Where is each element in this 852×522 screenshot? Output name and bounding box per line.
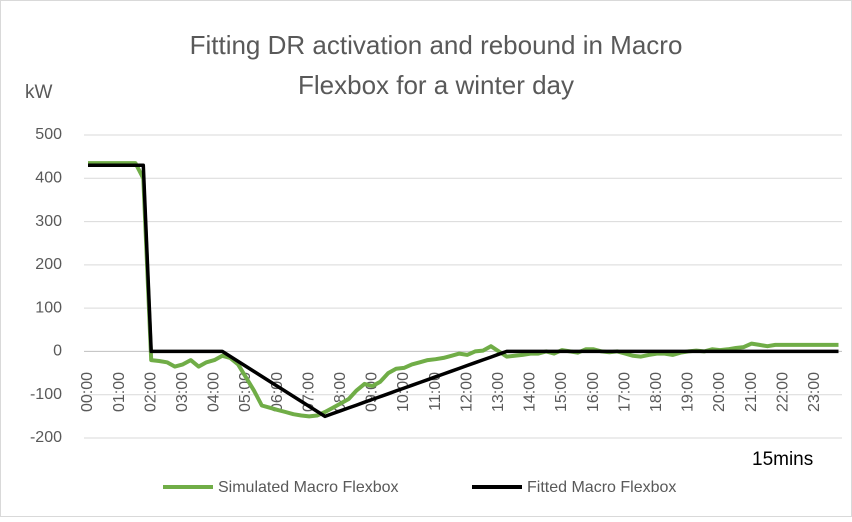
y-tick-label: 300 bbox=[35, 213, 62, 230]
x-tick-label: 21:00 bbox=[743, 372, 760, 412]
y-tick-label: -100 bbox=[30, 386, 62, 403]
x-tick-label: 01:00 bbox=[111, 372, 128, 412]
y-tick-label: 200 bbox=[35, 256, 62, 273]
x-tick-label: 10:00 bbox=[395, 372, 412, 412]
legend-label: Fitted Macro Flexbox bbox=[527, 479, 676, 496]
x-tick-label: 03:00 bbox=[174, 372, 191, 412]
x-tick-label: 02:00 bbox=[142, 372, 159, 412]
x-tick-label: 14:00 bbox=[522, 372, 539, 412]
chart-title: Fitting DR activation and rebound in Mac… bbox=[190, 30, 683, 60]
x-tick-label: 18:00 bbox=[648, 372, 665, 412]
x-tick-label: 15:00 bbox=[553, 372, 570, 412]
series-line bbox=[88, 161, 839, 419]
y-axis-label: kW bbox=[25, 82, 53, 103]
x-axis-label: 15mins bbox=[752, 449, 813, 470]
x-tick-label: 20:00 bbox=[711, 372, 728, 412]
legend-label: Simulated Macro Flexbox bbox=[218, 479, 399, 496]
chart-title: Flexbox for a winter day bbox=[298, 70, 574, 100]
x-tick-label: 16:00 bbox=[585, 372, 602, 412]
series-line bbox=[88, 163, 839, 419]
x-tick-label: 22:00 bbox=[774, 372, 791, 412]
x-tick-label: 13:00 bbox=[490, 372, 507, 412]
y-tick-label: 100 bbox=[35, 299, 62, 316]
x-tick-label: 23:00 bbox=[806, 372, 823, 412]
y-tick-label: 500 bbox=[35, 126, 62, 143]
y-tick-label: 0 bbox=[53, 343, 62, 360]
x-tick-label: 04:00 bbox=[206, 372, 223, 412]
x-tick-label: 09:00 bbox=[364, 372, 381, 412]
x-tick-label: 00:00 bbox=[79, 372, 96, 412]
x-tick-label: 11:00 bbox=[427, 372, 444, 411]
x-tick-label: 17:00 bbox=[616, 372, 633, 412]
x-tick-label: 12:00 bbox=[458, 372, 475, 412]
y-tick-label: 400 bbox=[35, 170, 62, 187]
y-tick-label: -200 bbox=[30, 429, 62, 446]
x-tick-label: 19:00 bbox=[680, 372, 697, 412]
